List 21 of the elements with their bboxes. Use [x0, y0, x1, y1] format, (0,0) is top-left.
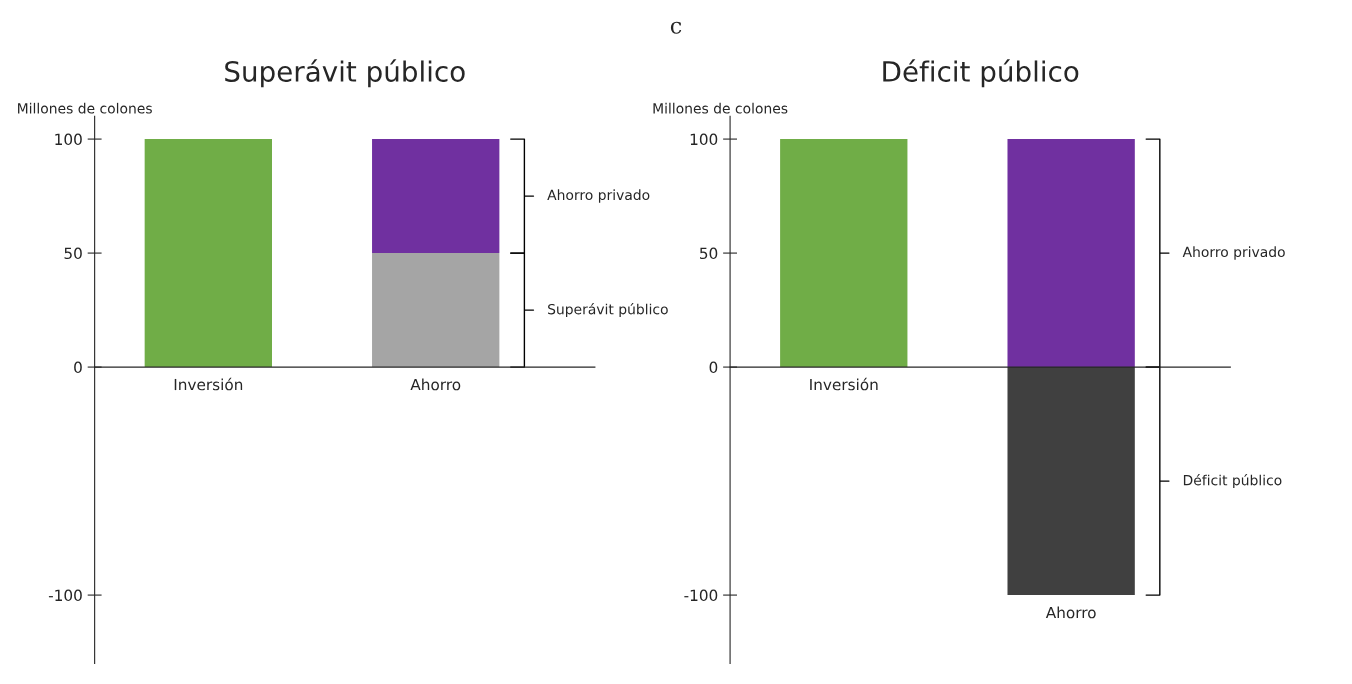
y-tick-label: 0: [709, 361, 718, 374]
x-tick-label: Inversión: [174, 377, 243, 391]
text: Ahorro privado: [1182, 246, 1285, 260]
y-tick-label: 100: [55, 133, 82, 146]
text: Ahorro privado: [547, 189, 650, 203]
y-tick-label: 0: [74, 361, 82, 374]
text: Superávit público: [548, 303, 668, 318]
y-tick-label: 50: [700, 247, 718, 260]
x-tick-label: Ahorro: [1045, 606, 1096, 619]
y-tick-label: 100: [690, 133, 718, 146]
x-tick-label: Inversión: [810, 377, 878, 391]
y-tick-label: -100: [48, 589, 82, 602]
x-tick-label: Ahorro: [410, 378, 461, 391]
chart-title: Déficit público: [883, 59, 1079, 88]
text: Déficit público: [1183, 474, 1282, 489]
y-axis-title: Millones de colones: [18, 102, 152, 114]
text: c: [670, 21, 682, 34]
y-tick-label: -100: [684, 589, 718, 602]
y-axis-title: Millones de colones: [653, 102, 788, 114]
y-tick-label: 50: [64, 247, 82, 260]
chart-title: Superávit público: [225, 59, 465, 88]
